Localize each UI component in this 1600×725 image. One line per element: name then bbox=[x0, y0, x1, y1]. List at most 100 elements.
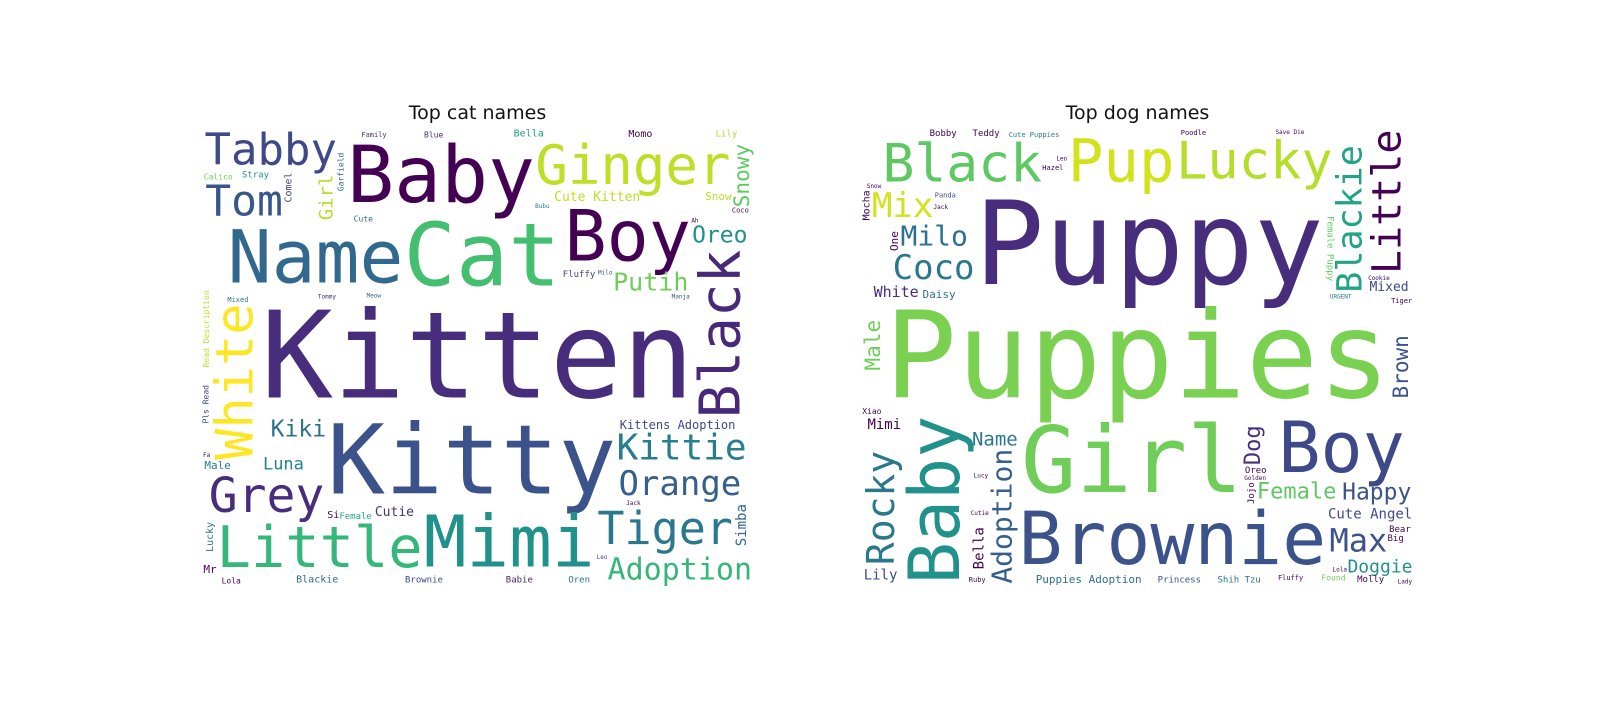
word-molly: Molly bbox=[1357, 575, 1385, 585]
word-leo: Leo bbox=[1056, 156, 1067, 163]
word-tom: Tom bbox=[205, 177, 283, 227]
word-mixed: Mixed bbox=[227, 296, 248, 304]
word-happy: Happy bbox=[1342, 480, 1411, 506]
word-ginger: Ginger bbox=[535, 134, 730, 197]
word-blackie: Blackie bbox=[1331, 145, 1371, 293]
word-girl: Girl bbox=[316, 175, 338, 221]
dog-word-cloud: Puppies Puppy Girl Brownie Baby Boy Pup Lucky Bl… bbox=[860, 127, 1415, 587]
word-bear: Bear bbox=[1389, 525, 1411, 535]
word-luna: Luna bbox=[263, 455, 304, 475]
word-shih-tzu: Shih Tzu bbox=[1218, 575, 1261, 585]
dog-cloud-title: Top dog names bbox=[1065, 102, 1210, 124]
word-little: Little bbox=[1364, 130, 1410, 275]
word-rocky: Rocky bbox=[860, 451, 903, 565]
word-milo: Milo bbox=[598, 270, 613, 277]
word-max: Max bbox=[1330, 522, 1388, 560]
cat-word-cloud: Kitten Kitty Cat Baby Name Mimi Boy Little Black… bbox=[200, 127, 755, 587]
word-oreo: Oreo bbox=[1245, 466, 1267, 476]
word-save-die: Save Die bbox=[1275, 129, 1304, 136]
word-name: Name bbox=[228, 215, 404, 300]
word-poodle: Poodle bbox=[1181, 129, 1206, 137]
word-urgent: URGENT bbox=[1330, 294, 1352, 301]
word-kiki: Kiki bbox=[271, 417, 326, 443]
word-tiger: Tiger bbox=[597, 502, 732, 555]
cat-cloud-title: Top cat names bbox=[408, 102, 547, 124]
word-boy: Boy bbox=[1278, 407, 1404, 489]
word-brown: Brown bbox=[1389, 335, 1413, 398]
word-bella: Bella bbox=[972, 527, 988, 569]
word-blue: Blue bbox=[424, 130, 443, 139]
word-cookie: Cookie bbox=[1368, 275, 1390, 282]
word-mocha: Mocha bbox=[862, 190, 873, 220]
word-mixed: Mixed bbox=[1369, 280, 1408, 295]
word-coco: Coco bbox=[732, 207, 749, 215]
word-babie: Babie bbox=[506, 575, 533, 585]
word-lucky: Lucky bbox=[205, 522, 216, 552]
word-name: Name bbox=[972, 429, 1018, 451]
word-lily: Lily bbox=[716, 130, 738, 140]
word-lily: Lily bbox=[864, 567, 898, 583]
word-doggie: Doggie bbox=[1347, 556, 1412, 577]
word-cute: Cute bbox=[354, 215, 373, 224]
word-tiger: Tiger bbox=[1391, 297, 1412, 305]
word-one: One bbox=[888, 231, 901, 251]
dog-names-panel: Top dog names Puppies Puppy Girl Brownie Bab… bbox=[860, 95, 1415, 600]
word-teddy: Teddy bbox=[973, 129, 1001, 139]
word-adoption: Adoption bbox=[986, 449, 1019, 584]
word-brownie: Brownie bbox=[405, 575, 443, 585]
word-white: White bbox=[874, 283, 919, 301]
word-baby: Baby bbox=[347, 131, 535, 221]
word-jack: Jack bbox=[934, 204, 949, 211]
word-oreo: Oreo bbox=[692, 223, 747, 249]
word-dog: Dog bbox=[1241, 425, 1266, 465]
word-baby: Baby bbox=[894, 416, 976, 585]
word-puppies: Puppies bbox=[885, 288, 1391, 427]
cat-names-panel: Top cat names Kitten Kitty Cat Baby Name Mimi… bbox=[200, 95, 755, 600]
word-manja: Manja bbox=[672, 294, 690, 301]
word-male: Male bbox=[204, 459, 231, 472]
word-mimi: Mimi bbox=[424, 501, 595, 584]
word-momo: Momo bbox=[628, 129, 652, 140]
word-kitten: Kitten bbox=[261, 288, 694, 427]
word-read-description: Read Description bbox=[202, 290, 211, 367]
word-female-puppy: Female Puppy bbox=[1325, 216, 1335, 282]
word-adoption: Adoption bbox=[608, 553, 753, 587]
word-cute-puppies: Cute Puppies bbox=[1009, 131, 1060, 139]
word-fluffy: Fluffy bbox=[1278, 574, 1303, 582]
word-girl: Girl bbox=[1021, 407, 1243, 514]
word-cutie: Cutie bbox=[375, 505, 414, 520]
word-fa: Fa bbox=[203, 452, 211, 459]
word-pup: Pup bbox=[1068, 127, 1175, 195]
word-mix: Mix bbox=[872, 186, 933, 226]
word-daisy: Daisy bbox=[923, 288, 956, 301]
word-found: Found bbox=[1321, 574, 1345, 583]
word-black: Black bbox=[689, 250, 754, 419]
word-lucky: Lucky bbox=[1176, 132, 1333, 192]
word-pls-read: Pls Read bbox=[202, 385, 211, 424]
word-puppies-adoption: Puppies Adoption bbox=[1036, 573, 1142, 586]
word-si: Si bbox=[327, 510, 339, 521]
word-ah: Ah bbox=[691, 218, 699, 225]
word-coco: Coco bbox=[893, 248, 975, 288]
word-fluffy: Fluffy bbox=[563, 270, 596, 280]
word-comel: Comel bbox=[283, 172, 294, 202]
word-golden: Golden bbox=[1244, 475, 1266, 482]
word-simba: Simba bbox=[734, 504, 750, 546]
word-ruby: Ruby bbox=[969, 576, 986, 584]
word-kittie: Kittie bbox=[617, 428, 747, 469]
word-black: Black bbox=[882, 133, 1042, 194]
word-mr: Mr bbox=[203, 563, 217, 576]
word-cute-kitten: Cute Kitten bbox=[554, 190, 640, 205]
word-cutie: Cutie bbox=[971, 510, 989, 517]
word-bella: Bella bbox=[514, 129, 544, 140]
word-jack: Jack bbox=[626, 500, 641, 507]
word-grey: Grey bbox=[209, 468, 325, 524]
word-mimi: Mimi bbox=[867, 417, 901, 433]
word-stray: Stray bbox=[242, 171, 270, 181]
word-kitty: Kitty bbox=[327, 405, 616, 517]
word-white: White bbox=[205, 303, 265, 460]
word-female: Female bbox=[1257, 480, 1336, 505]
word-cute-angel: Cute Angel bbox=[1328, 507, 1412, 523]
word-female: Female bbox=[339, 512, 372, 522]
